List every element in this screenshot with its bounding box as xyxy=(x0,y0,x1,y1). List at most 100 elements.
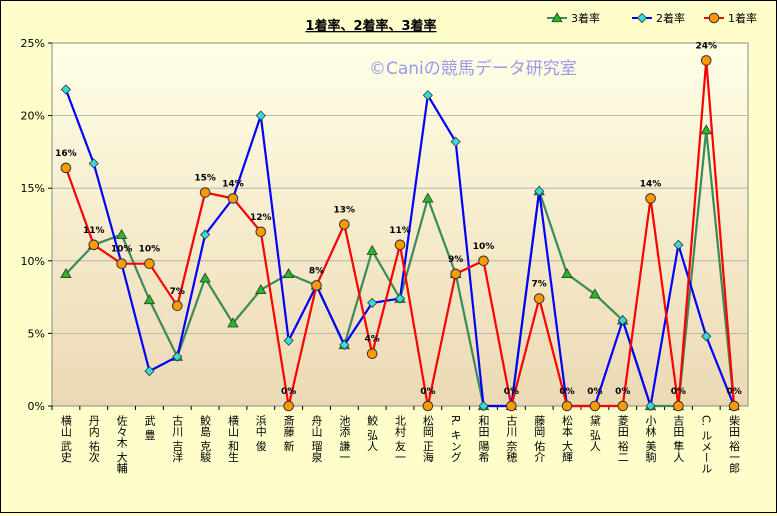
data-label: 0% xyxy=(615,387,630,397)
x-tick-label: 藤岡 佑介 xyxy=(533,415,546,463)
data-point xyxy=(589,400,601,412)
data-point xyxy=(728,400,740,412)
data-point xyxy=(506,400,517,412)
data-label: 12% xyxy=(250,213,272,223)
data-point xyxy=(255,284,267,294)
data-point xyxy=(283,400,294,412)
x-tick-label: C. ルメール xyxy=(700,415,713,474)
data-point xyxy=(617,400,629,412)
data-point xyxy=(255,226,267,238)
y-tick-label: 0% xyxy=(28,400,45,413)
x-tick-label: 佐々木 大輔 xyxy=(115,414,128,474)
data-label: 0% xyxy=(726,387,741,397)
data-point xyxy=(394,239,406,251)
data-label: 0% xyxy=(587,387,602,397)
data-label: 11% xyxy=(389,226,411,236)
data-point xyxy=(88,158,99,169)
data-point xyxy=(617,315,628,326)
data-point xyxy=(478,400,489,412)
data-point xyxy=(255,110,266,121)
data-label: 11% xyxy=(83,226,105,236)
data-label: 13% xyxy=(334,206,356,216)
x-tick-label: 松本 大輝 xyxy=(561,414,574,463)
data-point xyxy=(115,228,128,239)
data-point xyxy=(700,55,712,66)
data-point xyxy=(171,300,183,312)
data-point xyxy=(88,239,100,251)
x-tick-label: 小林 美駒 xyxy=(644,415,657,463)
x-tick-label: 池添 謙一 xyxy=(338,415,351,463)
data-point xyxy=(589,288,601,299)
y-tick-label: 20% xyxy=(21,110,45,123)
data-point xyxy=(144,366,155,377)
data-point xyxy=(450,136,461,147)
legend-label: 2着率 xyxy=(656,11,685,25)
data-point xyxy=(339,219,350,230)
legend: 3着率 2着率 1着率 xyxy=(547,11,757,25)
data-point xyxy=(394,293,406,304)
data-point xyxy=(116,258,127,270)
data-point xyxy=(282,268,295,279)
series xyxy=(60,55,740,412)
y-tick-label: 5% xyxy=(28,327,45,340)
chart-title: 1着率、2着率、3着率 xyxy=(305,18,436,34)
data-point xyxy=(199,272,211,283)
data-point xyxy=(701,331,712,342)
data-label: 10% xyxy=(139,245,161,255)
y-tick-label: 10% xyxy=(21,255,45,268)
data-point xyxy=(367,297,378,308)
data-label: 14% xyxy=(222,179,244,189)
x-tick-label: 横山 和生 xyxy=(226,414,239,463)
x-tick-label: 柴田 裕一郎 xyxy=(728,414,741,474)
data-label: 7% xyxy=(170,287,185,297)
data-point xyxy=(366,348,378,360)
data-point xyxy=(551,12,563,23)
data-label: 0% xyxy=(671,387,686,397)
x-tick-label: 斎藤 新 xyxy=(282,414,295,452)
data-label: 0% xyxy=(281,387,296,397)
y-tick-label: 15% xyxy=(21,182,45,195)
data-point xyxy=(199,187,211,198)
data-point xyxy=(422,90,433,101)
x-tick-label: 丹内 祐次 xyxy=(87,415,100,463)
data-point xyxy=(200,229,211,240)
data-point xyxy=(700,124,712,135)
x-tick-label: 鮫島 克駿 xyxy=(199,414,212,463)
data-point xyxy=(366,244,378,255)
data-point xyxy=(478,255,489,267)
data-point xyxy=(60,84,71,95)
x-tick-label: 吉田 隼人 xyxy=(672,415,685,463)
x-tick-label: 黛 弘人 xyxy=(588,415,601,452)
x-tick-label: 武 豊 xyxy=(143,415,156,441)
data-label: 10% xyxy=(473,242,495,252)
data-point xyxy=(227,317,239,328)
data-label: 15% xyxy=(194,174,216,184)
data-point xyxy=(636,12,648,24)
data-point xyxy=(708,12,720,24)
data-label: 8% xyxy=(309,266,324,276)
data-point xyxy=(673,239,684,250)
x-tick-label: 舟山 瑠泉 xyxy=(310,414,323,463)
data-point xyxy=(673,400,684,412)
data-label: 4% xyxy=(365,335,380,345)
x-tick-label: 浜中 俊 xyxy=(254,415,267,452)
data-point xyxy=(450,268,461,280)
data-point xyxy=(144,258,155,270)
watermark-text: ©Caniの競馬データ研究室 xyxy=(369,58,577,79)
x-tick-label: 古川 吉洋 xyxy=(171,415,184,463)
y-tick-label: 25% xyxy=(21,37,45,50)
x-tick-label: 横山 武史 xyxy=(59,414,72,463)
data-point xyxy=(561,268,573,279)
data-point xyxy=(60,268,72,279)
data-point xyxy=(534,186,545,197)
data-point xyxy=(172,351,183,362)
x-tick-label: 北村 友一 xyxy=(394,415,407,463)
data-label: 10% xyxy=(111,245,133,255)
data-point xyxy=(283,335,294,346)
data-point xyxy=(645,193,656,204)
data-label: 0% xyxy=(420,387,435,397)
data-point xyxy=(339,339,350,351)
data-label: 14% xyxy=(640,179,662,189)
data-label: 9% xyxy=(448,255,463,265)
